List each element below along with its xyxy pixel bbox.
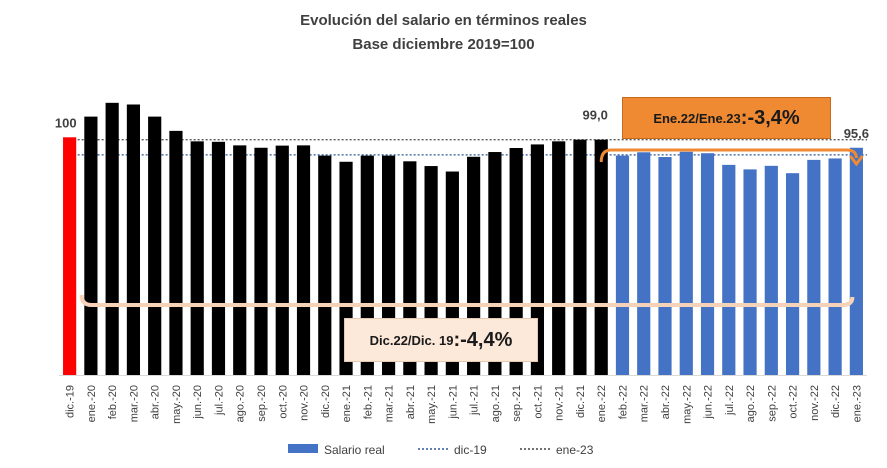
- x-tick-label-may-20: may.-20: [171, 385, 183, 424]
- bar-jun-20: [190, 141, 204, 375]
- bar-may-20: [169, 130, 183, 375]
- x-tick-label-ene-20: ene.-20: [86, 385, 98, 422]
- x-tick-label-feb-22: feb.-22: [617, 385, 629, 419]
- annotation-dic22-dic19: Dic.22/Dic. 19: -4,4%: [344, 318, 538, 362]
- annotation-bottom-sep: :: [453, 328, 461, 351]
- bar-ene-22: [594, 139, 608, 375]
- x-tick-label-may-22: may.-22: [681, 385, 693, 424]
- chart-subtitle: Base diciembre 2019=100: [352, 36, 535, 53]
- x-tick-label-nov-21: nov.-21: [554, 385, 566, 421]
- x-tick-label-nov-20: nov.-20: [299, 385, 311, 421]
- annotation-top-prefix: Ene.22/Ene.23: [653, 110, 741, 126]
- legend-label-salario-real: Salario real: [324, 443, 385, 457]
- annotation-top-value: -3,4%: [747, 106, 800, 129]
- bar-ago-22: [743, 169, 757, 375]
- bar-feb-22: [615, 155, 630, 375]
- x-tick-label-abr-20: abr.-20: [150, 385, 162, 419]
- x-tick-label-dic-22: dic.-22: [830, 385, 842, 418]
- x-tick-label-oct-22: oct.-22: [788, 385, 800, 419]
- bar-abr-20: [148, 116, 162, 376]
- legend-label-ene-23: ene-23: [556, 443, 594, 457]
- bar-dic-20: [318, 155, 332, 375]
- x-tick-label-ene-22: ene.-22: [596, 385, 608, 422]
- value-label-ene-23: 95,6: [844, 126, 869, 141]
- bar-oct-21: [530, 144, 545, 375]
- x-tick-label-mar-22: mar.-22: [639, 385, 651, 422]
- x-tick-label-ene-21: ene.-21: [341, 385, 353, 422]
- x-tick-label-jun-20: jun.-20: [192, 385, 204, 420]
- x-tick-label-feb-21: feb.-21: [362, 385, 374, 419]
- x-tick-label-abr-21: abr.-21: [405, 385, 417, 419]
- bar-nov-21: [552, 141, 566, 375]
- bar-dic-19: [63, 137, 77, 375]
- x-tick-label-sep-22: sep.-22: [766, 385, 778, 422]
- bracket-dic22-dic19: [79, 294, 855, 307]
- bar-oct-22: [785, 173, 800, 375]
- bar-oct-20: [275, 145, 289, 375]
- bar-sep-20: [254, 147, 268, 375]
- bar-sep-22: [764, 165, 778, 375]
- bar-may-22: [679, 151, 693, 375]
- annotation-top-sep: :: [740, 106, 748, 129]
- x-tick-label-oct-21: oct.-21: [532, 385, 544, 419]
- bar-abr-22: [658, 157, 672, 375]
- bar-mar-22: [637, 152, 651, 375]
- bracket-ene22-ene23: [599, 148, 858, 163]
- bar-nov-20: [296, 145, 311, 375]
- bar-jul-20: [211, 141, 226, 375]
- x-tick-label-may-21: may.-21: [426, 385, 438, 424]
- bar-ene-23: [849, 147, 863, 375]
- x-tick-label-mar-21: mar.-21: [384, 385, 396, 422]
- x-tick-label-ago-22: ago.-22: [745, 385, 757, 422]
- x-tick-label-nov-22: nov.-22: [809, 385, 821, 421]
- bar-mar-20: [126, 104, 141, 375]
- x-tick-label-sep-20: sep.-20: [256, 385, 268, 422]
- x-tick-label-jul-21: jul.-21: [469, 385, 481, 416]
- x-tick-label-jul-22: jul.-22: [724, 385, 736, 416]
- legend-swatch-salario-real: [288, 444, 318, 453]
- legend-label-dic-19: dic-19: [454, 443, 487, 457]
- annotation-ene22-ene23: Ene.22/Ene.23: -3,4%: [622, 97, 831, 139]
- x-tick-label-dic-19: dic.-19: [65, 385, 77, 418]
- bracket-ene22-ene23-arrowhead: [849, 155, 864, 167]
- x-tick-label-feb-20: feb.-20: [107, 385, 119, 419]
- bar-jun-22: [700, 153, 715, 375]
- x-tick-label-jul-20: jul.-20: [213, 385, 225, 416]
- bar-ene-20: [84, 116, 98, 376]
- bar-nov-22: [807, 159, 821, 375]
- x-tick-label-ago-21: ago.-21: [490, 385, 502, 422]
- annotation-bottom-value: -4,4%: [460, 328, 513, 351]
- bar-feb-20: [105, 102, 119, 375]
- annotation-bottom-prefix: Dic.22/Dic. 19: [369, 332, 454, 348]
- x-tick-label-ago-20: ago.-20: [235, 385, 247, 422]
- x-tick-label-jun-22: jun.-22: [703, 385, 715, 420]
- x-tick-label-oct-20: oct.-20: [277, 385, 289, 419]
- chart-title: Evolución del salario en términos reales: [300, 12, 587, 29]
- bar-ago-20: [233, 145, 247, 375]
- x-tick-label-abr-22: abr.-22: [660, 385, 672, 419]
- x-tick-label-ene-23: ene.-23: [851, 385, 863, 422]
- x-tick-label-sep-21: sep.-21: [511, 385, 523, 422]
- value-label-ene-22: 99,0: [583, 108, 608, 123]
- bar-dic-21: [573, 139, 587, 375]
- x-tick-label-mar-20: mar.-20: [128, 385, 140, 422]
- bar-dic-22: [828, 158, 842, 375]
- x-tick-label-jun-21: jun.-21: [447, 385, 459, 420]
- value-label-dic-19: 100: [55, 115, 77, 130]
- x-tick-label-dic-20: dic.-20: [320, 385, 332, 418]
- bar-jul-22: [722, 164, 736, 375]
- x-tick-label-dic-21: dic.-21: [575, 385, 587, 418]
